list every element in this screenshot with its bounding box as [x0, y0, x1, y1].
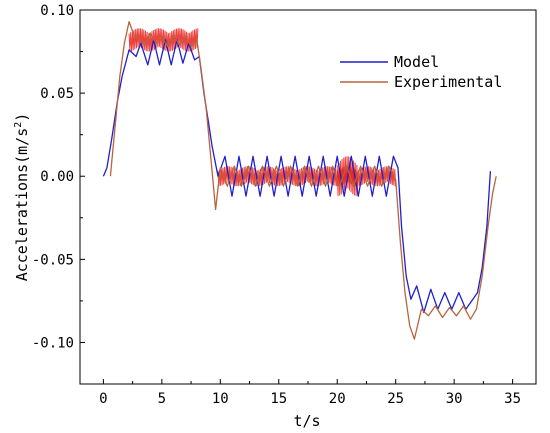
legend-experimental-label: Experimental — [394, 73, 502, 91]
x-tick-label: 0 — [99, 391, 107, 407]
y-tick-label: -0.10 — [32, 335, 74, 351]
y-axis-title-superscript: 2 — [13, 122, 24, 128]
experimental-series-line — [109, 20, 497, 340]
x-tick-labels: 0 5 10 15 20 25 30 35 — [99, 391, 521, 407]
legend-model-label: Model — [394, 53, 439, 71]
experimental-noise-path — [128, 28, 199, 52]
plot-frame — [79, 9, 537, 385]
x-tick-label: 10 — [212, 391, 229, 407]
y-tick-label: 0.00 — [40, 169, 74, 185]
y-tick-label: -0.05 — [32, 252, 74, 268]
y-axis-title-main: Accelerations(m/s — [13, 128, 31, 282]
series-lines — [102, 20, 497, 340]
experimental-noise-path — [336, 156, 359, 197]
x-tick-label: 30 — [446, 391, 463, 407]
x-tick-label: 5 — [158, 391, 166, 407]
x-tick-label: 35 — [504, 391, 521, 407]
x-tick-label: 25 — [387, 391, 404, 407]
x-axis-title: t/s — [293, 412, 320, 430]
legend: Model Experimental — [340, 53, 502, 91]
y-axis-title: Accelerations(m/s2) — [13, 113, 31, 282]
x-tick-label: 15 — [270, 391, 287, 407]
x-tick-label: 20 — [329, 391, 346, 407]
y-axis-title-tail: ) — [13, 113, 31, 122]
model-series-line — [102, 39, 492, 314]
axis-ticks — [80, 9, 514, 384]
y-tick-labels: -0.10 -0.05 0.00 0.05 0.10 — [32, 3, 74, 351]
y-tick-label: 0.10 — [40, 3, 74, 19]
y-tick-label: 0.05 — [40, 86, 74, 102]
